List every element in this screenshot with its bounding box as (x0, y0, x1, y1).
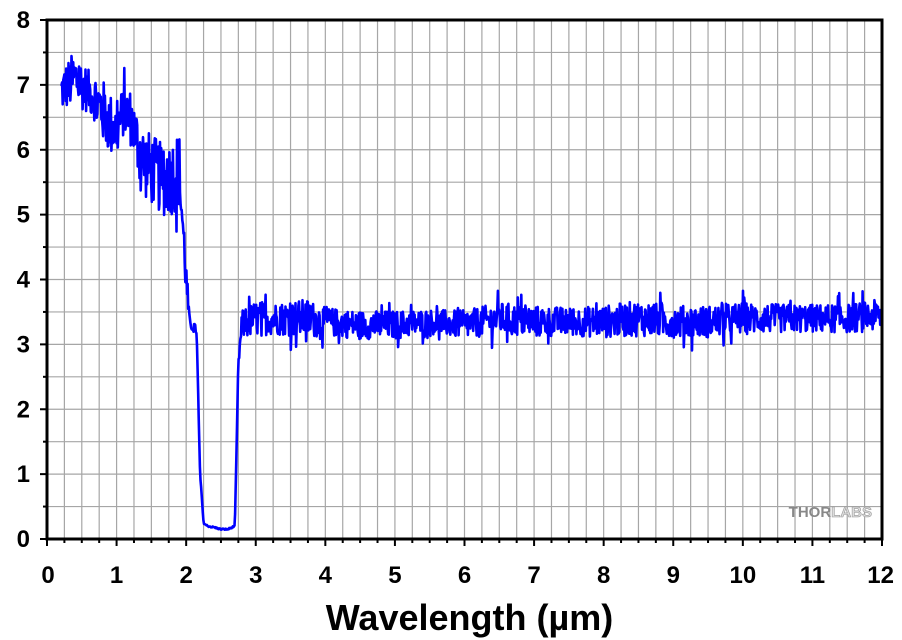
x-tick-label: 9 (667, 562, 680, 589)
y-tick-label: 8 (17, 7, 30, 34)
x-tick-label: 0 (41, 562, 54, 589)
line-layer (60, 54, 884, 532)
y-tick-label: 4 (17, 267, 31, 294)
x-tick-labels: 0 1 2 3 4 5 6 7 8 9 10 11 12 (41, 562, 894, 589)
x-tick-label: 2 (179, 562, 192, 589)
y-tick-label: 6 (17, 137, 30, 164)
y-tick-label: 7 (17, 72, 30, 99)
x-tick-label: 11 (800, 562, 825, 589)
y-tick-label: 3 (17, 331, 30, 358)
x-tick-label: 6 (458, 562, 471, 589)
x-tick-label: 3 (249, 562, 262, 589)
x-tick-label: 12 (867, 562, 894, 589)
grid (47, 20, 882, 539)
thorlabs-logo: THORLABS (789, 504, 872, 521)
x-tick-label: 8 (597, 562, 610, 589)
x-axis-title: Wavelength (µm) (326, 597, 613, 638)
x-tick-label: 1 (110, 562, 123, 589)
logo-text-dark: THOR (789, 504, 832, 521)
y-tick-label: 1 (17, 461, 30, 488)
y-tick-label: 2 (17, 396, 30, 423)
x-tick-label: 5 (388, 562, 401, 589)
y-tick-label: 5 (17, 202, 30, 229)
tick-marks (40, 19, 883, 546)
x-tick-label: 7 (527, 562, 540, 589)
y-tick-labels: 0 1 2 3 4 5 6 7 8 (17, 7, 31, 553)
logo-text-light: LABS (831, 504, 872, 521)
series-line (60, 54, 884, 532)
x-tick-label: 4 (319, 562, 333, 589)
x-tick-label: 10 (729, 562, 756, 589)
y-tick-label: 0 (17, 526, 30, 553)
